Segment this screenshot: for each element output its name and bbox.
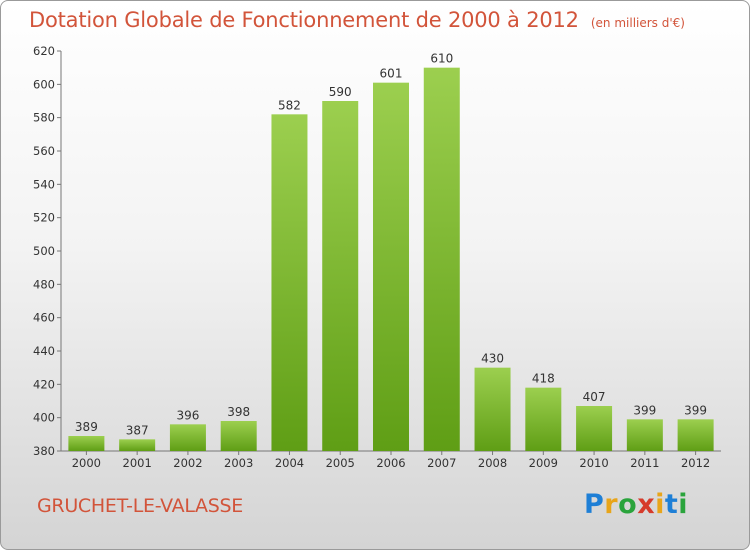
x-tick-label: 2000 (72, 456, 101, 470)
proxiti-logo: Proxiti (584, 489, 688, 520)
x-tick-label: 2009 (529, 456, 558, 470)
logo-letter: r (604, 489, 619, 520)
x-tick-label: 2008 (478, 456, 507, 470)
bar-2008 (474, 367, 511, 451)
bar-2004 (271, 114, 308, 451)
chart-title-main: Dotation Globale de Fonctionnement de 20… (29, 8, 579, 32)
bar-2009 (525, 387, 562, 451)
x-tick-label: 2010 (579, 456, 608, 470)
commune-name: GRUCHET-LE-VALASSE (37, 495, 243, 517)
y-tick-label: 580 (33, 111, 55, 125)
bar-2001 (119, 439, 156, 451)
x-tick-label: 2012 (681, 456, 710, 470)
x-tick-label: 2002 (173, 456, 202, 470)
value-label-2004: 582 (278, 98, 301, 112)
bar-2011 (626, 419, 663, 451)
value-label-2008: 430 (481, 352, 504, 366)
value-label-2012: 399 (684, 403, 707, 417)
y-tick-label: 600 (33, 77, 55, 91)
x-tick-label: 2005 (326, 456, 355, 470)
logo-letter: x (637, 489, 656, 520)
y-tick-label: 440 (33, 344, 55, 358)
x-tick-label: 2011 (630, 456, 659, 470)
value-label-2005: 590 (329, 85, 352, 99)
value-label-2002: 396 (176, 408, 199, 422)
value-label-2007: 610 (430, 52, 453, 66)
chart-value-labels: 389 387 396 398 582 590 601 610 430 418 407 399 399 (75, 52, 707, 438)
logo-letter: o (618, 489, 638, 520)
bar-2002 (169, 424, 206, 451)
y-tick-label: 380 (33, 444, 55, 458)
y-tick-label: 460 (33, 311, 55, 325)
chart-unit-note: (en milliers d'€) (590, 16, 685, 30)
bar-2007 (423, 67, 460, 452)
x-tick-label: 2001 (123, 456, 152, 470)
value-label-2011: 399 (633, 403, 656, 417)
y-tick-label: 520 (33, 211, 55, 225)
logo-letter: t (664, 489, 679, 520)
bar-2012 (677, 419, 714, 451)
bar-2006 (373, 82, 409, 452)
bar-2000 (68, 436, 105, 451)
chart-bars (68, 67, 714, 452)
bar-2010 (576, 406, 613, 451)
value-label-2009: 418 (532, 372, 555, 386)
value-label-2000: 389 (75, 420, 98, 434)
y-tick-label: 500 (33, 244, 55, 258)
bar-2003 (220, 421, 257, 451)
y-tick-label: 560 (33, 144, 55, 158)
value-label-2003: 398 (227, 405, 250, 419)
chart-axes: 380 400 420 440 460 480 500 520 540 560 580 600 620 2… (33, 44, 721, 470)
chart-title: Dotation Globale de Fonctionnement de 20… (29, 8, 685, 32)
x-tick-label: 2004 (275, 456, 304, 470)
x-tick-label: 2006 (376, 456, 405, 470)
y-tick-label: 540 (33, 177, 55, 191)
x-tick-label: 2003 (224, 456, 253, 470)
y-tick-label: 480 (33, 277, 55, 291)
bar-2005 (322, 101, 359, 451)
logo-letter: i (655, 489, 665, 520)
y-tick-label: 420 (33, 377, 55, 391)
value-label-2010: 407 (583, 390, 606, 404)
value-label-2006: 601 (380, 67, 403, 81)
y-tick-label: 400 (33, 411, 55, 425)
value-label-2001: 387 (126, 423, 149, 437)
logo-letter: i (678, 489, 689, 520)
logo-letter: P (584, 489, 605, 520)
y-tick-label: 620 (33, 44, 55, 58)
x-tick-label: 2007 (427, 456, 456, 470)
